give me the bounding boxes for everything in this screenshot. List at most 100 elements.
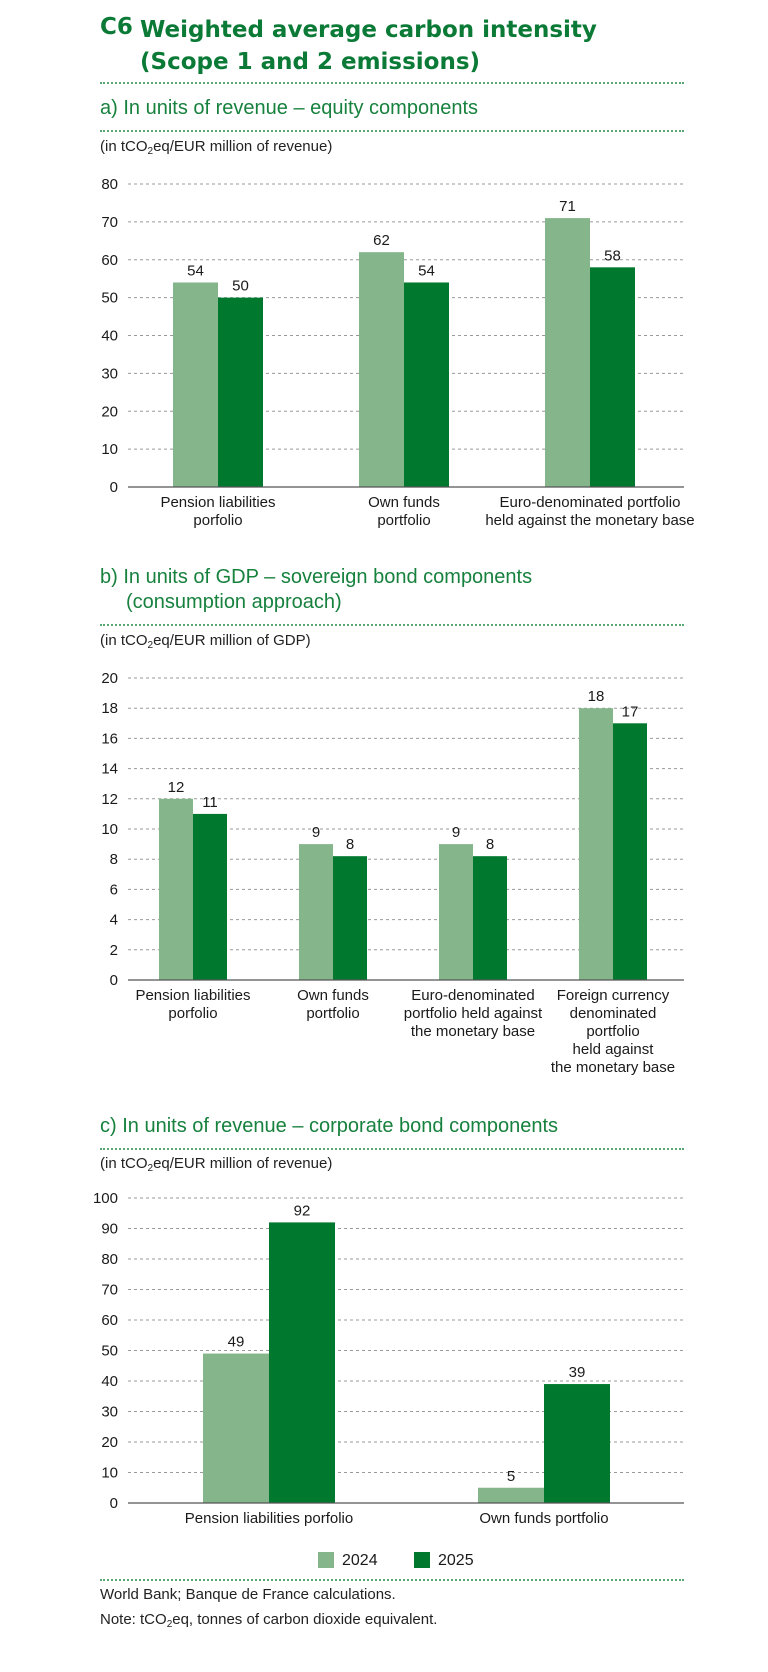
bar-2025 (218, 297, 263, 487)
source-line: World Bank; Banque de France calculation… (100, 1586, 396, 1603)
y-tick-label: 20 (101, 670, 118, 687)
y-tick-label: 70 (101, 214, 118, 231)
data-label: 17 (622, 703, 639, 720)
panel-c-chart: 0 10 20 30 40 50 60 70 80 90 100 49 92 Pension liabil… (93, 1190, 684, 1527)
category-label: Pension liabilities porfolio (185, 1510, 353, 1527)
source-notes: World Bank; Banque de France calculation… (100, 1582, 437, 1637)
category-label: porfolio (168, 1005, 217, 1022)
category-label: portfolio held against (404, 1005, 543, 1022)
y-tick-label: 70 (101, 1282, 118, 1299)
y-tick-label: 60 (101, 1312, 118, 1329)
category-label: Euro-denominated portfolio (500, 494, 681, 511)
category-label: held against the monetary base (485, 512, 694, 529)
y-tick-label: 0 (110, 972, 118, 989)
data-label: 58 (604, 247, 621, 264)
panel-c-subtitle: c) In units of revenue – corporate bond … (100, 1115, 559, 1137)
bar-2025 (544, 1384, 610, 1503)
legend-item-2024: 2024 (318, 1552, 378, 1570)
bar-2025 (613, 723, 647, 980)
panel-c-unit: (in tCO2eq/EUR million of revenue) (100, 1155, 333, 1174)
category-label: Own funds (368, 494, 440, 511)
category-label: the monetary base (551, 1059, 675, 1076)
chart-title: Weighted average carbon intensity (Scope… (140, 14, 700, 78)
y-tick-label: 10 (101, 441, 118, 458)
note-line: Note: tCO2eq, tonnes of carbon dioxide e… (100, 1611, 438, 1630)
data-label: 8 (346, 836, 354, 853)
bar-2024 (579, 708, 613, 980)
panel-b-subtitle-line2: (consumption approach) (126, 591, 342, 613)
data-label: 39 (569, 1364, 586, 1381)
bar-2024 (159, 798, 193, 980)
y-tick-label: 40 (101, 328, 118, 345)
legend-swatch-2025 (414, 1552, 430, 1568)
y-tick-label: 4 (110, 912, 118, 929)
category-label: Foreign currency (557, 987, 670, 1004)
category-label: portfolio (586, 1023, 639, 1040)
category-label: Euro-denominated (411, 987, 534, 1004)
chart-title-line1: Weighted average carbon intensity (140, 17, 597, 43)
data-label: 9 (312, 824, 320, 841)
category-label: denominated (570, 1005, 657, 1022)
bar-2025 (333, 856, 367, 980)
y-tick-label: 20 (101, 1434, 118, 1451)
category-label: Pension liabilities (135, 987, 250, 1004)
divider (100, 82, 684, 84)
chart-code: C6 (100, 14, 133, 40)
bar-2025 (269, 1222, 335, 1503)
category-label: Own funds portfolio (479, 1510, 608, 1527)
bar-2025 (473, 856, 507, 980)
bar-2025 (193, 813, 227, 980)
y-tick-label: 16 (101, 730, 118, 747)
data-label: 92 (294, 1202, 311, 1219)
data-label: 9 (452, 824, 460, 841)
chart-title-line2: (Scope 1 and 2 emissions) (140, 49, 481, 75)
data-label: 71 (559, 198, 576, 215)
data-label: 54 (418, 262, 435, 279)
panel-b-subtitle: b) In units of GDP – sovereign bond comp… (100, 565, 700, 615)
bar-2025 (404, 282, 449, 487)
panel-b-subtitle-line1: b) In units of GDP – sovereign bond comp… (100, 566, 533, 588)
data-label: 8 (486, 836, 494, 853)
bar-2024 (173, 282, 218, 487)
category-label: porfolio (193, 512, 242, 529)
category-label: held against (573, 1041, 655, 1058)
divider (100, 624, 684, 626)
divider (100, 1579, 684, 1581)
data-label: 5 (507, 1468, 515, 1485)
y-tick-label: 90 (101, 1221, 118, 1238)
y-tick-label: 12 (101, 791, 118, 808)
y-tick-label: 18 (101, 700, 118, 717)
bar-2025 (590, 267, 635, 487)
y-tick-label: 40 (101, 1373, 118, 1390)
bar-2024 (359, 252, 404, 487)
legend-label-2025: 2025 (438, 1552, 474, 1569)
data-label: 49 (228, 1334, 245, 1351)
divider (100, 130, 684, 132)
bar-2024 (439, 844, 473, 980)
panel-b-unit: (in tCO2eq/EUR million of GDP) (100, 632, 311, 651)
category-label: portfolio (306, 1005, 359, 1022)
panel-a-chart: 0 10 20 30 40 50 60 70 80 54 50 Pension liabilities… (101, 176, 694, 529)
y-tick-label: 30 (101, 365, 118, 382)
bar-2024 (299, 844, 333, 980)
legend-swatch-2024 (318, 1552, 334, 1568)
bar-2024 (478, 1487, 544, 1503)
y-tick-label: 60 (101, 252, 118, 269)
y-tick-label: 14 (101, 761, 118, 778)
y-tick-label: 50 (101, 1343, 118, 1360)
y-tick-label: 50 (101, 290, 118, 307)
panel-a-subtitle: a) In units of revenue – equity componen… (100, 97, 479, 119)
y-tick-label: 0 (110, 1495, 118, 1512)
category-label: Pension liabilities (160, 494, 275, 511)
y-tick-label: 8 (110, 851, 118, 868)
y-tick-label: 20 (101, 403, 118, 420)
legend-label-2024: 2024 (342, 1552, 378, 1569)
legend: 2024 2025 (0, 1552, 768, 1576)
y-tick-label: 100 (93, 1190, 118, 1207)
panel-a-unit: (in tCO2eq/EUR million of revenue) (100, 138, 333, 157)
data-label: 18 (588, 688, 605, 705)
panel-b-chart: 0 2 4 6 8 10 12 14 16 18 20 12 11 Pension liabilities… (101, 670, 684, 1076)
y-tick-label: 10 (101, 1465, 118, 1482)
legend-item-2025: 2025 (414, 1552, 474, 1570)
category-label: the monetary base (411, 1023, 535, 1040)
